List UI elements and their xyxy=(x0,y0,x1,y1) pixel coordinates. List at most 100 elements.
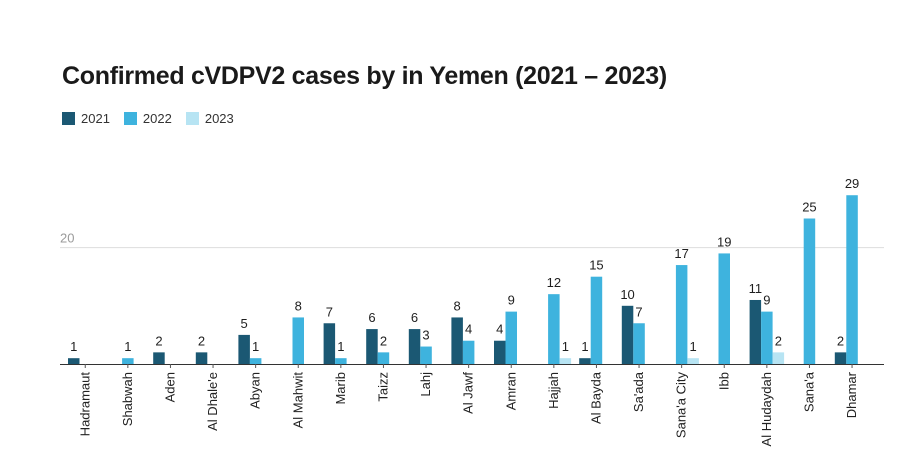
x-tick-label-9: Al Jawf xyxy=(461,372,476,414)
bar-2022-8 xyxy=(420,346,432,364)
x-tick-label-8: Lahj xyxy=(418,372,433,397)
bar-2022-6 xyxy=(335,358,347,364)
value-label-2023-16: 2 xyxy=(775,333,782,348)
legend-swatch-2022 xyxy=(123,112,137,125)
legend-swatch-2021 xyxy=(62,112,75,125)
value-label-2023-14: 1 xyxy=(690,339,697,354)
bar-2022-4 xyxy=(249,358,262,364)
value-label-2022-7: 2 xyxy=(380,333,387,348)
bar-2021-3 xyxy=(195,352,208,364)
value-label-2021-0: 1 xyxy=(70,339,77,354)
value-label-2022-17: 25 xyxy=(802,200,816,215)
bar-2022-16 xyxy=(761,311,773,364)
value-label-2021-12: 1 xyxy=(581,339,588,354)
legend-item-2022: 2022 xyxy=(123,111,172,126)
value-label-2022-16: 9 xyxy=(763,293,770,308)
bar-2021-8 xyxy=(408,329,421,364)
bar-2022-15 xyxy=(718,253,730,364)
x-tick-label-11: Hajjah xyxy=(546,372,561,409)
bar-2022-5 xyxy=(292,317,304,364)
x-tick-label-0: Hadramaut xyxy=(77,372,92,437)
bar-2021-0 xyxy=(68,358,80,364)
bar-2022-9 xyxy=(462,340,475,364)
bars-layer xyxy=(68,195,858,364)
bar-2022-12 xyxy=(590,276,603,364)
chart-legend: 2021 2022 2023 xyxy=(62,111,234,126)
value-label-2022-5: 8 xyxy=(295,298,302,313)
value-label-2022-9: 4 xyxy=(465,322,472,337)
bar-2021-2 xyxy=(153,352,165,364)
legend-label-2021: 2021 xyxy=(81,111,110,126)
bar-2023-11 xyxy=(559,358,572,364)
value-label-2021-6: 7 xyxy=(326,304,333,319)
bar-2021-6 xyxy=(323,323,336,364)
y-tick-label-20: 20 xyxy=(60,231,74,246)
value-label-2021-13: 10 xyxy=(620,287,634,302)
value-label-2021-16: 11 xyxy=(749,281,763,296)
bar-2022-7 xyxy=(377,352,390,364)
value-label-2022-8: 3 xyxy=(422,328,429,343)
value-label-2021-8: 6 xyxy=(411,310,418,325)
value-label-2022-4: 1 xyxy=(252,339,259,354)
x-tick-label-7: Taizz xyxy=(375,372,390,402)
bar-2022-17 xyxy=(803,218,816,364)
value-label-2022-11: 12 xyxy=(547,275,561,290)
legend-item-2021: 2021 xyxy=(62,111,110,126)
x-tick-label-14: Sana'a City xyxy=(674,372,689,439)
value-label-2022-1: 1 xyxy=(124,339,131,354)
value-label-2022-6: 1 xyxy=(337,339,344,354)
x-tick-label-4: Abyan xyxy=(248,372,263,409)
x-tick-label-17: Sana'a xyxy=(801,371,816,412)
bar-2021-9 xyxy=(451,317,463,364)
x-tick-label-12: Al Bayda xyxy=(588,371,603,424)
value-label-2022-10: 9 xyxy=(508,293,515,308)
bar-2021-7 xyxy=(366,329,378,364)
bar-2022-13 xyxy=(633,323,645,364)
x-tick-label-5: Al Mahwit xyxy=(290,372,305,429)
x-tick-label-15: Ibb xyxy=(716,372,731,390)
bar-2023-16 xyxy=(772,352,785,364)
value-label-2022-14: 17 xyxy=(674,246,688,261)
value-label-2022-12: 15 xyxy=(589,258,603,273)
legend-label-2023: 2023 xyxy=(204,111,234,126)
x-tick-label-3: Al Dhale'e xyxy=(205,372,220,431)
x-tick-label-6: Marib xyxy=(333,372,348,405)
value-label-2022-13: 7 xyxy=(635,304,642,319)
bar-2023-14 xyxy=(687,358,699,364)
bar-2021-12 xyxy=(579,358,591,364)
x-tick-label-13: Sa'ada xyxy=(631,371,646,412)
value-label-2021-3: 2 xyxy=(198,333,205,348)
bar-2021-18 xyxy=(834,352,847,364)
x-tick-label-1: Shabwah xyxy=(120,372,135,426)
x-tick-label-2: Aden xyxy=(162,372,177,402)
bar-2021-4 xyxy=(238,334,250,364)
value-label-2021-4: 5 xyxy=(241,316,248,331)
value-label-2021-9: 8 xyxy=(454,298,461,313)
grid-layer: 20 xyxy=(60,231,884,249)
bar-2021-16 xyxy=(749,299,762,364)
value-label-2021-10: 4 xyxy=(496,322,503,337)
bar-2022-18 xyxy=(846,195,858,364)
value-label-2021-18: 2 xyxy=(837,333,844,348)
bar-2021-10 xyxy=(494,340,506,364)
value-label-2021-7: 6 xyxy=(368,310,375,325)
x-axis: Hadramaut Shabwah Aden Al Dhale'e Abyan Al Ma… xyxy=(60,364,884,446)
bar-2021-13 xyxy=(621,305,634,364)
value-label-2023-11: 1 xyxy=(562,339,569,354)
bar-2022-10 xyxy=(505,311,517,364)
x-tick-label-18: Dhamar xyxy=(844,371,859,418)
legend-item-2023: 2023 xyxy=(185,111,234,126)
bar-2022-1 xyxy=(122,358,134,364)
value-label-2021-2: 2 xyxy=(155,333,162,348)
value-label-2022-18: 29 xyxy=(845,176,859,191)
chart-title: Confirmed cVDPV2 cases by in Yemen (2021… xyxy=(62,62,667,90)
x-tick-label-16: Al Hudaydah xyxy=(759,372,774,446)
legend-label-2022: 2022 xyxy=(142,111,172,126)
x-tick-label-10: Amran xyxy=(503,372,518,410)
bar-2022-14 xyxy=(675,265,688,364)
bar-2022-11 xyxy=(548,294,560,364)
legend-swatch-2023 xyxy=(185,112,199,125)
value-label-2022-15: 19 xyxy=(717,234,731,249)
